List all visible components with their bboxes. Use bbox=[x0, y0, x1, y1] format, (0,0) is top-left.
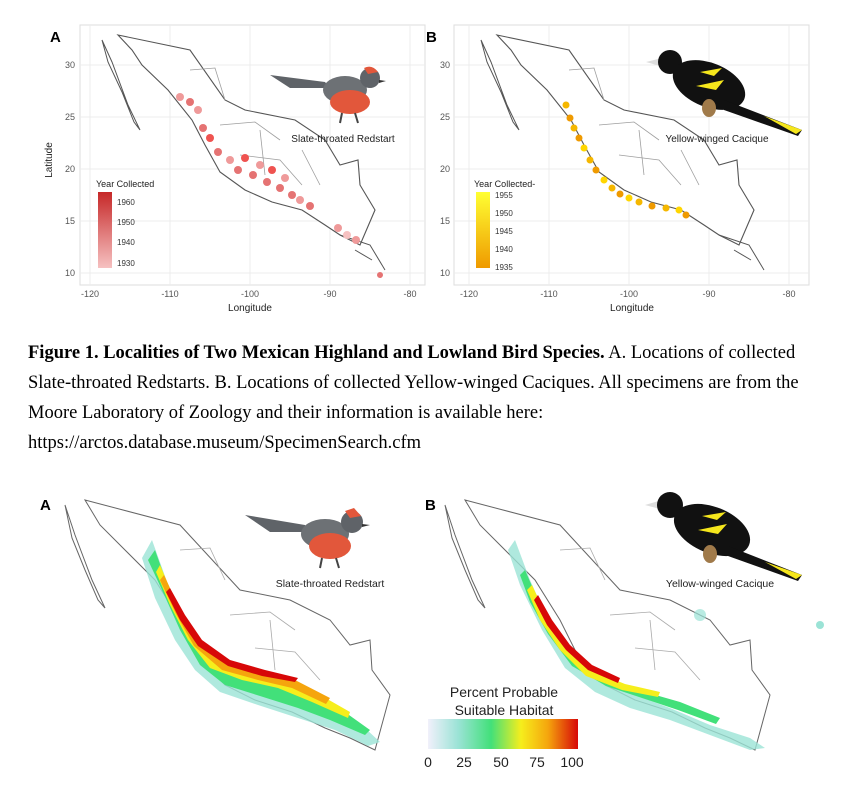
svg-text:Year Collected-: Year Collected- bbox=[474, 179, 535, 189]
species-label: Slate-throated Redstart bbox=[276, 578, 385, 590]
svg-text:100: 100 bbox=[560, 754, 584, 770]
svg-text:10: 10 bbox=[440, 268, 450, 278]
svg-text:-90: -90 bbox=[702, 289, 715, 299]
legend-ticks: 0 25 50 75 100 bbox=[424, 754, 584, 770]
legend-title-line2: Suitable Habitat bbox=[455, 702, 554, 718]
y-axis-ticks: 30 25 20 15 10 bbox=[65, 60, 75, 278]
svg-text:-110: -110 bbox=[540, 289, 557, 299]
legend-title-line1: Percent Probable bbox=[450, 684, 558, 700]
svg-text:-120: -120 bbox=[460, 289, 478, 299]
species-label: Yellow-winged Cacique bbox=[665, 134, 768, 145]
panel-letter: B bbox=[425, 497, 436, 514]
svg-text:20: 20 bbox=[65, 164, 75, 174]
svg-text:1940: 1940 bbox=[117, 238, 135, 247]
redstart-bird-illustration bbox=[270, 66, 386, 124]
legend-gradient-bar bbox=[428, 719, 578, 749]
svg-text:10: 10 bbox=[65, 268, 75, 278]
svg-text:25: 25 bbox=[440, 112, 450, 122]
redstart-bird-illustration bbox=[245, 508, 370, 569]
figure2-panel-a: A Slate-throated Redstart bbox=[30, 480, 440, 790]
figure1-panel-a: A 30 25 20 15 10 -120 -110 -100 -90 -80 … bbox=[40, 10, 430, 320]
svg-text:-100: -100 bbox=[620, 289, 638, 299]
panel-letter: B bbox=[426, 29, 437, 46]
svg-text:1935: 1935 bbox=[495, 263, 513, 272]
legend-gradient-bar bbox=[98, 192, 112, 268]
svg-text:-120: -120 bbox=[81, 289, 99, 299]
year-legend: Year Collected- 1955 1950 1945 1940 1935 bbox=[474, 179, 535, 272]
svg-text:20: 20 bbox=[440, 164, 450, 174]
species-label: Yellow-winged Cacique bbox=[666, 578, 774, 590]
map-outline bbox=[64, 499, 391, 751]
x-axis-label: Longitude bbox=[610, 303, 654, 314]
svg-text:25: 25 bbox=[456, 754, 472, 770]
svg-text:50: 50 bbox=[493, 754, 509, 770]
habitat-surface bbox=[142, 540, 380, 746]
x-axis-ticks: -120 -110 -100 -90 -80 bbox=[81, 289, 417, 299]
map-outline bbox=[480, 34, 765, 271]
svg-text:30: 30 bbox=[65, 60, 75, 70]
svg-text:1960: 1960 bbox=[117, 198, 135, 207]
svg-text:Year Collected: Year Collected bbox=[96, 179, 154, 189]
svg-text:15: 15 bbox=[65, 216, 75, 226]
habitat-surface bbox=[508, 540, 824, 750]
legend-gradient-bar bbox=[476, 192, 490, 268]
habitat-legend: Percent Probable Suitable Habitat 0 25 5… bbox=[420, 683, 590, 783]
svg-text:1950: 1950 bbox=[117, 218, 135, 227]
collection-points bbox=[176, 93, 383, 278]
year-legend: Year Collected 1960 1950 1940 1930 bbox=[96, 179, 154, 268]
svg-text:25: 25 bbox=[65, 112, 75, 122]
cacique-bird-illustration bbox=[646, 50, 802, 136]
y-axis-label: Latitude bbox=[44, 142, 55, 178]
map-outline bbox=[101, 34, 386, 271]
svg-text:75: 75 bbox=[529, 754, 545, 770]
svg-text:0: 0 bbox=[424, 754, 432, 770]
cacique-bird-illustration bbox=[645, 492, 802, 581]
x-axis-label: Longitude bbox=[228, 303, 272, 314]
figure1-panel-b: B 30 25 20 15 10 -120 -110 -100 -90 -80 … bbox=[424, 10, 824, 320]
svg-text:15: 15 bbox=[440, 216, 450, 226]
species-label: Slate-throated Redstart bbox=[291, 134, 395, 145]
panel-letter: A bbox=[50, 29, 61, 46]
collection-points bbox=[562, 101, 690, 219]
caption-text: A. Locations of collected Slate-throated… bbox=[28, 343, 799, 453]
y-axis-ticks: 30 25 20 15 10 bbox=[440, 60, 450, 278]
svg-text:-90: -90 bbox=[323, 289, 336, 299]
svg-text:1940: 1940 bbox=[495, 245, 513, 254]
svg-text:-80: -80 bbox=[403, 289, 416, 299]
svg-text:1945: 1945 bbox=[495, 227, 513, 236]
svg-text:1955: 1955 bbox=[495, 191, 513, 200]
svg-text:-100: -100 bbox=[241, 289, 259, 299]
figure2-panel-b: B Yellow-winged Cacique bbox=[420, 480, 850, 790]
figure1-caption: Figure 1. Localities of Two Mexican High… bbox=[28, 338, 840, 458]
x-axis-ticks: -120 -110 -100 -90 -80 bbox=[460, 289, 796, 299]
panel-letter: A bbox=[40, 497, 51, 514]
svg-text:1930: 1930 bbox=[117, 259, 135, 268]
svg-text:-110: -110 bbox=[161, 289, 178, 299]
caption-title: Figure 1. Localities of Two Mexican High… bbox=[28, 343, 605, 363]
svg-text:-80: -80 bbox=[782, 289, 795, 299]
svg-text:30: 30 bbox=[440, 60, 450, 70]
svg-text:1950: 1950 bbox=[495, 209, 513, 218]
